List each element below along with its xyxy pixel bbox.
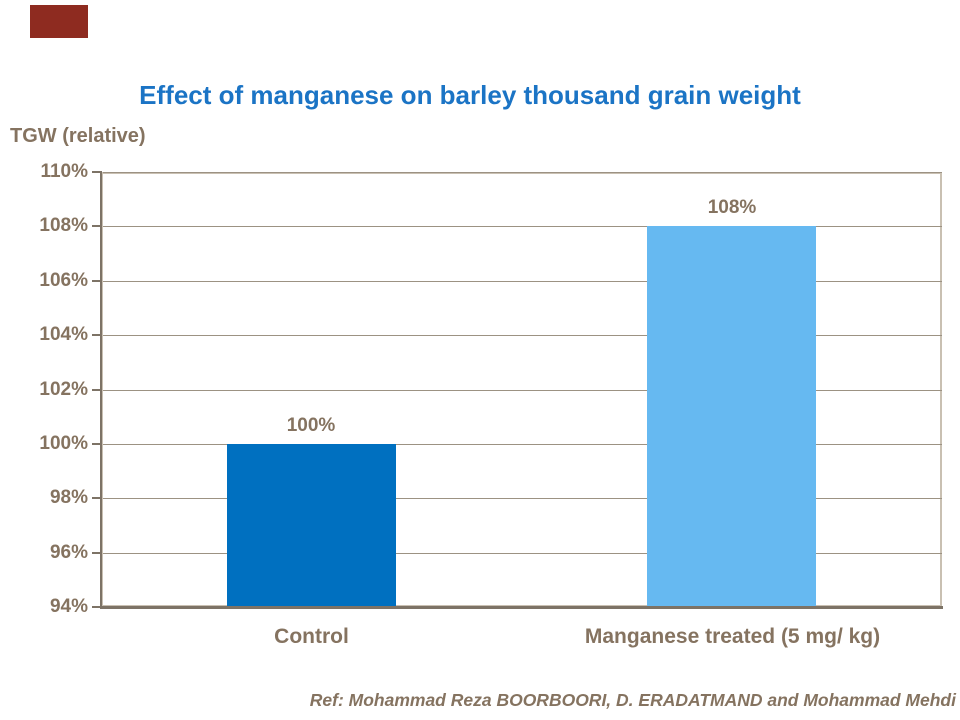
gridline <box>103 553 942 554</box>
bar-value-label: 100% <box>286 415 336 436</box>
y-tick-label: 100% <box>39 433 88 454</box>
y-tick-mark <box>92 280 101 282</box>
y-tick-mark <box>92 171 101 173</box>
y-tick-label: 108% <box>39 215 88 236</box>
y-tick-label: 94% <box>49 596 88 617</box>
gridline <box>103 281 942 282</box>
y-tick-mark <box>92 606 101 608</box>
y-tick-label: 96% <box>49 542 88 563</box>
y-tick-mark <box>92 334 101 336</box>
chart-title: Effect of manganese on barley thousand g… <box>139 80 801 110</box>
gridline <box>103 498 942 499</box>
y-tick-label: 98% <box>49 487 88 508</box>
gridline <box>103 444 942 445</box>
y-tick-label: 102% <box>39 379 88 400</box>
x-axis-category-label: Control <box>274 625 349 648</box>
reference-text: Ref: Mohammad Reza BOORBOORI, D. ERADATM… <box>309 690 956 710</box>
red-accent-rectangle <box>30 5 88 38</box>
y-tick-label: 110% <box>40 161 88 182</box>
gridline <box>103 172 942 173</box>
gridline <box>103 226 942 227</box>
y-tick-mark <box>92 497 101 499</box>
x-axis-category-label: Manganese treated (5 mg/ kg) <box>584 625 881 648</box>
y-axis-title: TGW (relative) <box>10 125 146 147</box>
y-axis-line <box>100 171 102 609</box>
x-axis-line <box>100 606 943 609</box>
y-tick-label: 106% <box>39 270 88 291</box>
y-tick-mark <box>92 225 101 227</box>
y-tick-mark <box>92 389 101 391</box>
y-tick-label: 104% <box>39 324 88 345</box>
bar-value-label: 108% <box>707 197 757 218</box>
bar-manganese-treated-5-mg-kg <box>647 226 816 607</box>
gridline <box>103 335 942 336</box>
y-tick-mark <box>92 552 101 554</box>
gridline <box>103 390 942 391</box>
bar-control <box>227 444 396 607</box>
y-tick-mark <box>92 443 101 445</box>
